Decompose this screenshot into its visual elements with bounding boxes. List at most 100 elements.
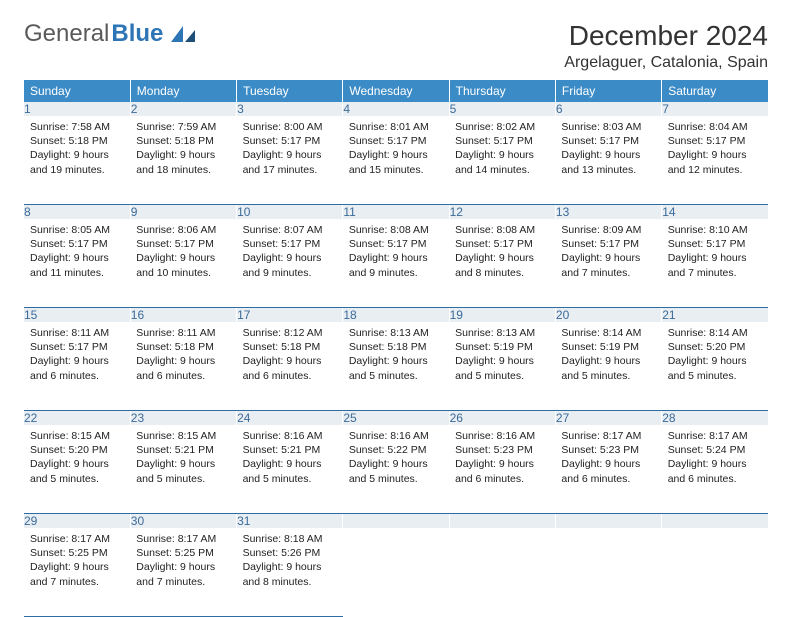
daylight-line: Daylight: 9 hours and 8 minutes. [243,561,322,587]
sunrise-line: Sunrise: 8:03 AM [561,121,641,133]
day-number: 6 [555,102,661,116]
day-cell: Sunrise: 7:59 AMSunset: 5:18 PMDaylight:… [130,116,236,205]
day-number: 12 [449,205,555,220]
day-cell: Sunrise: 8:06 AMSunset: 5:17 PMDaylight:… [130,219,236,308]
day-details: Sunrise: 8:08 AMSunset: 5:17 PMDaylight:… [343,219,449,286]
sunrise-line: Sunrise: 8:00 AM [243,121,323,133]
sunrise-line: Sunrise: 8:14 AM [668,327,748,339]
brand-part2: Blue [111,20,163,48]
weekday-header: Thursday [449,80,555,102]
weekday-header: Tuesday [237,80,343,102]
day-number: 17 [237,308,343,323]
day-number: 20 [555,308,661,323]
day-number: 7 [662,102,768,116]
daylight-line: Daylight: 9 hours and 14 minutes. [455,149,534,175]
day-cell: Sunrise: 8:02 AMSunset: 5:17 PMDaylight:… [449,116,555,205]
day-number: 21 [662,308,768,323]
daylight-line: Daylight: 9 hours and 6 minutes. [243,355,322,381]
daylight-line: Daylight: 9 hours and 6 minutes. [561,458,640,484]
day-details: Sunrise: 7:59 AMSunset: 5:18 PMDaylight:… [130,116,236,183]
daylight-line: Daylight: 9 hours and 19 minutes. [30,149,109,175]
sunrise-line: Sunrise: 8:11 AM [30,327,109,339]
content-row: Sunrise: 8:15 AMSunset: 5:20 PMDaylight:… [24,425,768,514]
day-cell [343,528,449,617]
sunset-line: Sunset: 5:17 PM [561,238,639,250]
day-number: 30 [130,514,236,529]
day-cell: Sunrise: 8:04 AMSunset: 5:17 PMDaylight:… [662,116,768,205]
daylight-line: Daylight: 9 hours and 5 minutes. [136,458,215,484]
sunset-line: Sunset: 5:19 PM [455,341,533,353]
day-cell: Sunrise: 7:58 AMSunset: 5:18 PMDaylight:… [24,116,130,205]
day-cell: Sunrise: 8:08 AMSunset: 5:17 PMDaylight:… [449,219,555,308]
sunrise-line: Sunrise: 8:04 AM [668,121,748,133]
day-details: Sunrise: 8:01 AMSunset: 5:17 PMDaylight:… [343,116,449,183]
sunset-line: Sunset: 5:23 PM [561,444,639,456]
day-number: 15 [24,308,130,323]
day-number [555,514,661,529]
sunset-line: Sunset: 5:18 PM [136,341,214,353]
day-cell: Sunrise: 8:11 AMSunset: 5:17 PMDaylight:… [24,322,130,411]
day-number: 1 [24,102,130,116]
sunset-line: Sunset: 5:17 PM [561,135,639,147]
day-cell: Sunrise: 8:17 AMSunset: 5:24 PMDaylight:… [662,425,768,514]
daylight-line: Daylight: 9 hours and 17 minutes. [243,149,322,175]
day-cell: Sunrise: 8:00 AM Sunset: 5:17 PM Daylight:… [237,116,343,205]
day-number [449,514,555,529]
day-details: Sunrise: 8:09 AM Sunset: 5:17 PM Daylight:… [555,219,661,286]
daylight-line: Daylight: 9 hours and 6 minutes. [136,355,215,381]
day-details: Sunrise: 8:10 AMSunset: 5:17 PMDaylight:… [662,219,768,286]
day-number: 28 [662,411,768,426]
sunrise-line: Sunrise: 8:16 AM [243,430,323,442]
day-cell: Sunrise: 8:17 AMSunset: 5:25 PMDaylight:… [24,528,130,617]
sunset-line: Sunset: 5:24 PM [668,444,746,456]
content-row: Sunrise: 7:58 AMSunset: 5:18 PMDaylight:… [24,116,768,205]
sunset-line: Sunset: 5:18 PM [136,135,214,147]
day-details: Sunrise: 8:06 AMSunset: 5:17 PMDaylight:… [130,219,236,286]
sunrise-line: Sunrise: 8:08 AM [455,224,535,236]
location: Argelaguer, Catalonia, Spain [564,54,768,72]
sunrise-line: Sunrise: 8:13 AM [349,327,429,339]
day-details: Sunrise: 7:58 AMSunset: 5:18 PMDaylight:… [24,116,130,183]
sunset-line: Sunset: 5:17 PM [455,238,533,250]
day-details: Sunrise: 8:17 AMSunset: 5:24 PMDaylight:… [662,425,768,492]
day-details: Sunrise: 8:15 AMSunset: 5:21 PMDaylight:… [130,425,236,492]
daylight-line: Daylight: 9 hours and 5 minutes. [349,355,428,381]
sunset-line: Sunset: 5:17 PM [349,135,427,147]
day-number: 9 [130,205,236,220]
daylight-line: Daylight: 9 hours and 7 minutes. [561,252,640,278]
day-number: 4 [343,102,449,116]
sunrise-line: Sunrise: 8:09 AM [561,224,641,236]
day-cell: Sunrise: 8:09 AM Sunset: 5:17 PM Daylight:… [555,219,661,308]
sunset-line: Sunset: 5:18 PM [349,341,427,353]
sunset-line: Sunset: 5:17 PM [30,238,108,250]
day-cell: Sunrise: 8:14 AMSunset: 5:19 PMDaylight:… [555,322,661,411]
sunrise-line: Sunrise: 8:11 AM [136,327,215,339]
daylight-line: Daylight: 9 hours and 6 minutes. [455,458,534,484]
sunset-line: Sunset: 5:18 PM [243,341,321,353]
sunset-line: Sunset: 5:25 PM [30,547,108,559]
day-details: Sunrise: 8:02 AMSunset: 5:17 PMDaylight:… [449,116,555,183]
day-number: 8 [24,205,130,220]
sunrise-line: Sunrise: 8:10 AM [668,224,748,236]
daynum-row: 1234567 [24,102,768,116]
sunrise-line: Sunrise: 8:18 AM [243,533,323,545]
sunrise-line: Sunrise: 8:16 AM [455,430,535,442]
brand-part1: General [24,20,109,48]
day-number: 18 [343,308,449,323]
sunset-line: Sunset: 5:23 PM [455,444,533,456]
sunset-line: Sunset: 5:17 PM [349,238,427,250]
sunset-line: Sunset: 5:17 PM [243,135,321,147]
weekday-header: Friday [555,80,661,102]
day-details: Sunrise: 8:11 AM Sunset: 5:18 PM Daylight:… [130,322,236,389]
daynum-row: 22232425262728 [24,411,768,426]
daylight-line: Daylight: 9 hours and 9 minutes. [349,252,428,278]
day-details: Sunrise: 8:05 AMSunset: 5:17 PMDaylight:… [24,219,130,286]
day-details: Sunrise: 8:13 AM Sunset: 5:18 PM Daylight:… [343,322,449,389]
day-number: 23 [130,411,236,426]
day-number: 22 [24,411,130,426]
daylight-line: Daylight: 9 hours and 15 minutes. [349,149,428,175]
day-details: Sunrise: 8:14 AMSunset: 5:20 PMDaylight:… [662,322,768,389]
day-number: 26 [449,411,555,426]
day-details: Sunrise: 8:17 AMSunset: 5:25 PMDaylight:… [130,528,236,595]
day-number [662,514,768,529]
